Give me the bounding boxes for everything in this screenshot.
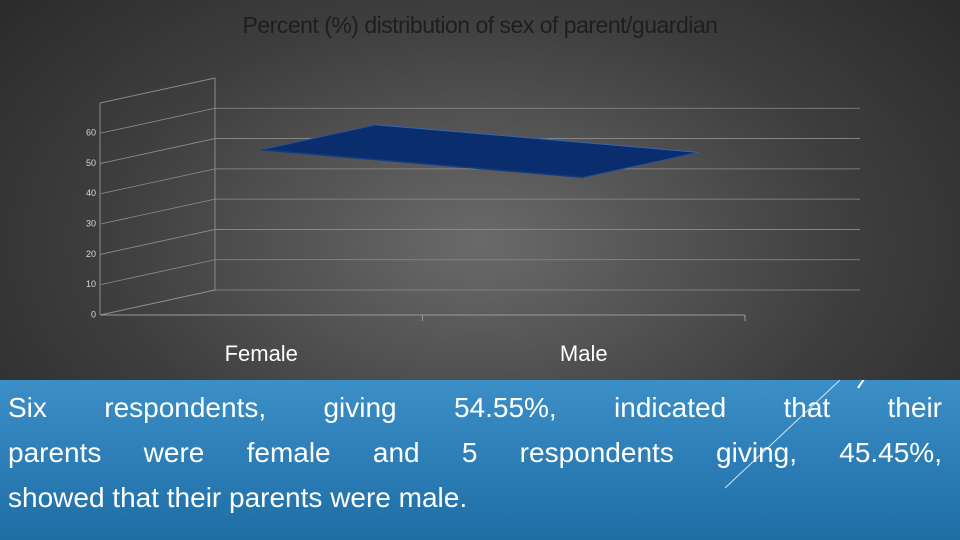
paragraph-line: parents were female and 5 respondents gi… xyxy=(8,437,942,468)
x-tick-label: Female xyxy=(225,341,298,366)
decoration xyxy=(724,380,865,489)
y-tick-label: 20 xyxy=(86,249,96,259)
grid-depth xyxy=(99,168,216,195)
y-tick-label: 60 xyxy=(86,128,96,138)
axis-depth xyxy=(99,77,216,104)
grid-depth xyxy=(99,138,216,164)
y-tick-label: 40 xyxy=(86,188,96,198)
grid-depth xyxy=(99,229,216,255)
y-tick-label: 10 xyxy=(86,279,96,289)
chart: Percent (%) distribution of sex of paren… xyxy=(85,12,860,366)
text-band: Six respondents, giving 54.55%, indicate… xyxy=(0,380,960,540)
deco-line xyxy=(857,380,865,389)
y-tick-label: 0 xyxy=(91,309,96,319)
line-front-edge xyxy=(261,149,584,179)
y-tick-label: 30 xyxy=(86,219,96,229)
paragraph-line: showed that their parents were male. xyxy=(8,482,468,513)
grid-depth xyxy=(99,259,216,286)
line-back-edge xyxy=(376,124,699,153)
grid-depth xyxy=(99,289,216,316)
chart-title: Percent (%) distribution of sex of paren… xyxy=(243,12,718,38)
ribbon-fill xyxy=(261,124,699,178)
grid-depth xyxy=(99,107,216,134)
y-tick-label: 50 xyxy=(86,158,96,168)
paragraph-line: Six respondents, giving 54.55%, indicate… xyxy=(8,392,942,423)
x-tick-label: Male xyxy=(560,341,608,366)
deco-line xyxy=(724,380,841,489)
grid-depth xyxy=(99,198,216,225)
